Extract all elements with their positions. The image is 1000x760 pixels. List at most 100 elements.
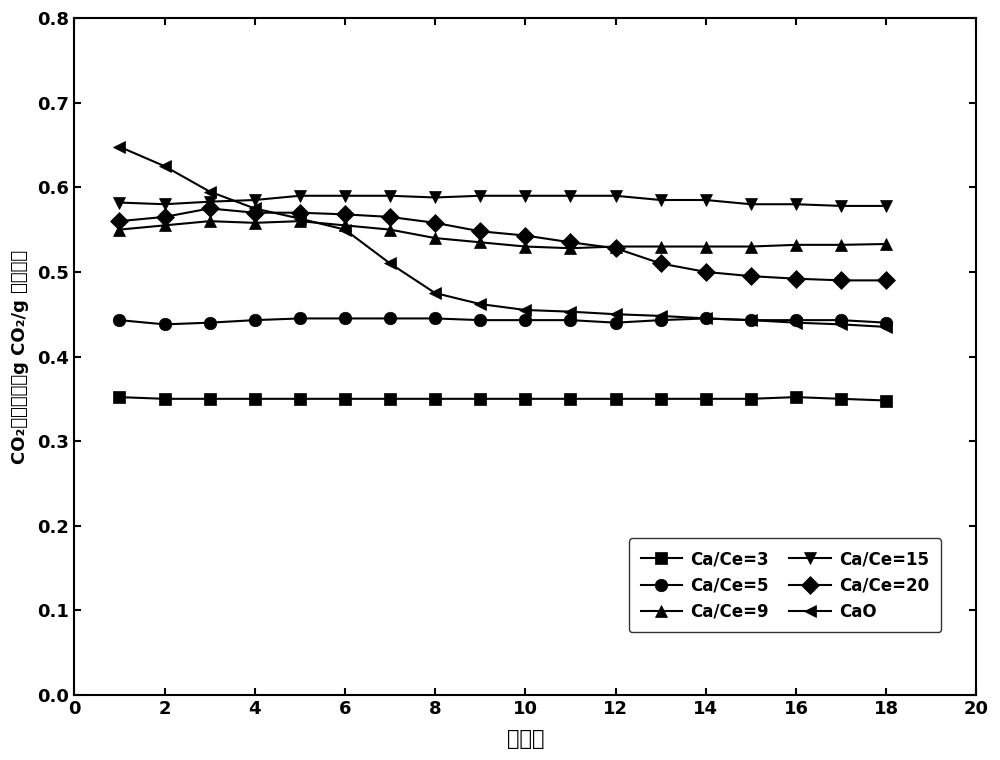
Ca/Ce=5 [835,315,847,325]
Ca/Ce=5 [204,318,216,328]
Ca/Ce=9 [204,217,216,226]
CaO [519,306,531,315]
Ca/Ce=9 [384,225,396,234]
CaO [880,322,892,331]
Ca/Ce=5 [159,320,171,329]
Ca/Ce=15 [519,192,531,201]
CaO [790,318,802,328]
Ca/Ce=5 [429,314,441,323]
Ca/Ce=20 [249,208,261,217]
CaO [474,299,486,309]
Ca/Ce=15 [610,192,622,201]
Ca/Ce=3 [384,394,396,404]
Legend: Ca/Ce=3, Ca/Ce=5, Ca/Ce=9, Ca/Ce=15, Ca/Ce=20, CaO: Ca/Ce=3, Ca/Ce=5, Ca/Ce=9, Ca/Ce=15, Ca/… [629,538,941,632]
Ca/Ce=20 [655,259,667,268]
Ca/Ce=15 [474,192,486,201]
Ca/Ce=5 [610,318,622,328]
CaO [429,289,441,298]
Ca/Ce=20 [429,218,441,227]
Ca/Ce=9 [745,242,757,251]
Ca/Ce=3 [113,393,125,402]
Ca/Ce=9 [564,244,576,253]
Ca/Ce=3 [790,393,802,402]
Ca/Ce=15 [159,200,171,209]
Ca/Ce=20 [519,231,531,240]
Ca/Ce=9 [159,221,171,230]
Ca/Ce=3 [339,394,351,404]
CaO [339,225,351,234]
Ca/Ce=9 [249,218,261,227]
Ca/Ce=20 [790,274,802,283]
Ca/Ce=15 [294,192,306,201]
Ca/Ce=3 [429,394,441,404]
Ca/Ce=3 [249,394,261,404]
Ca/Ce=20 [880,276,892,285]
Ca/Ce=20 [204,204,216,213]
Ca/Ce=3 [474,394,486,404]
Ca/Ce=9 [339,221,351,230]
Ca/Ce=15 [113,198,125,207]
Ca/Ce=20 [339,210,351,219]
Ca/Ce=9 [835,240,847,249]
Ca/Ce=20 [384,212,396,221]
CaO [835,320,847,329]
X-axis label: 循环数: 循环数 [507,729,544,749]
Ca/Ce=20 [745,271,757,280]
Ca/Ce=15 [880,201,892,211]
Ca/Ce=5 [564,315,576,325]
CaO [700,314,712,323]
Ca/Ce=5 [339,314,351,323]
Ca/Ce=15 [204,197,216,206]
Ca/Ce=9 [474,238,486,247]
Ca/Ce=20 [113,217,125,226]
CaO [745,315,757,325]
Ca/Ce=5 [655,315,667,325]
Ca/Ce=15 [655,195,667,204]
Ca/Ce=15 [429,193,441,202]
Ca/Ce=9 [880,239,892,249]
Ca/Ce=3 [700,394,712,404]
Ca/Ce=15 [564,192,576,201]
Ca/Ce=3 [880,396,892,405]
Ca/Ce=20 [294,208,306,217]
Line: Ca/Ce=9: Ca/Ce=9 [113,215,892,255]
Ca/Ce=5 [113,315,125,325]
Line: Ca/Ce=5: Ca/Ce=5 [113,312,892,331]
Ca/Ce=5 [384,314,396,323]
Ca/Ce=5 [474,315,486,325]
CaO [564,307,576,316]
Line: CaO: CaO [113,141,892,333]
Ca/Ce=9 [294,217,306,226]
CaO [294,214,306,223]
CaO [113,142,125,151]
CaO [204,187,216,196]
Ca/Ce=3 [519,394,531,404]
Line: Ca/Ce=20: Ca/Ce=20 [113,202,892,287]
Ca/Ce=9 [113,225,125,234]
Ca/Ce=20 [159,212,171,221]
Ca/Ce=5 [519,315,531,325]
Ca/Ce=5 [249,315,261,325]
CaO [610,309,622,318]
Y-axis label: CO₂吸附容量（g CO₂/g 吸附剂）: CO₂吸附容量（g CO₂/g 吸附剂） [11,249,29,464]
Ca/Ce=3 [159,394,171,404]
Ca/Ce=3 [655,394,667,404]
Line: Ca/Ce=3: Ca/Ce=3 [113,391,892,407]
Ca/Ce=20 [835,276,847,285]
Ca/Ce=3 [835,394,847,404]
Ca/Ce=5 [745,315,757,325]
Ca/Ce=3 [204,394,216,404]
Ca/Ce=5 [700,314,712,323]
Ca/Ce=3 [745,394,757,404]
Ca/Ce=15 [745,200,757,209]
Line: Ca/Ce=15: Ca/Ce=15 [113,189,892,212]
Ca/Ce=15 [339,192,351,201]
Ca/Ce=3 [564,394,576,404]
Ca/Ce=9 [519,242,531,251]
CaO [655,312,667,321]
Ca/Ce=5 [294,314,306,323]
Ca/Ce=5 [790,315,802,325]
Ca/Ce=20 [610,244,622,253]
Ca/Ce=20 [474,226,486,236]
Ca/Ce=9 [700,242,712,251]
